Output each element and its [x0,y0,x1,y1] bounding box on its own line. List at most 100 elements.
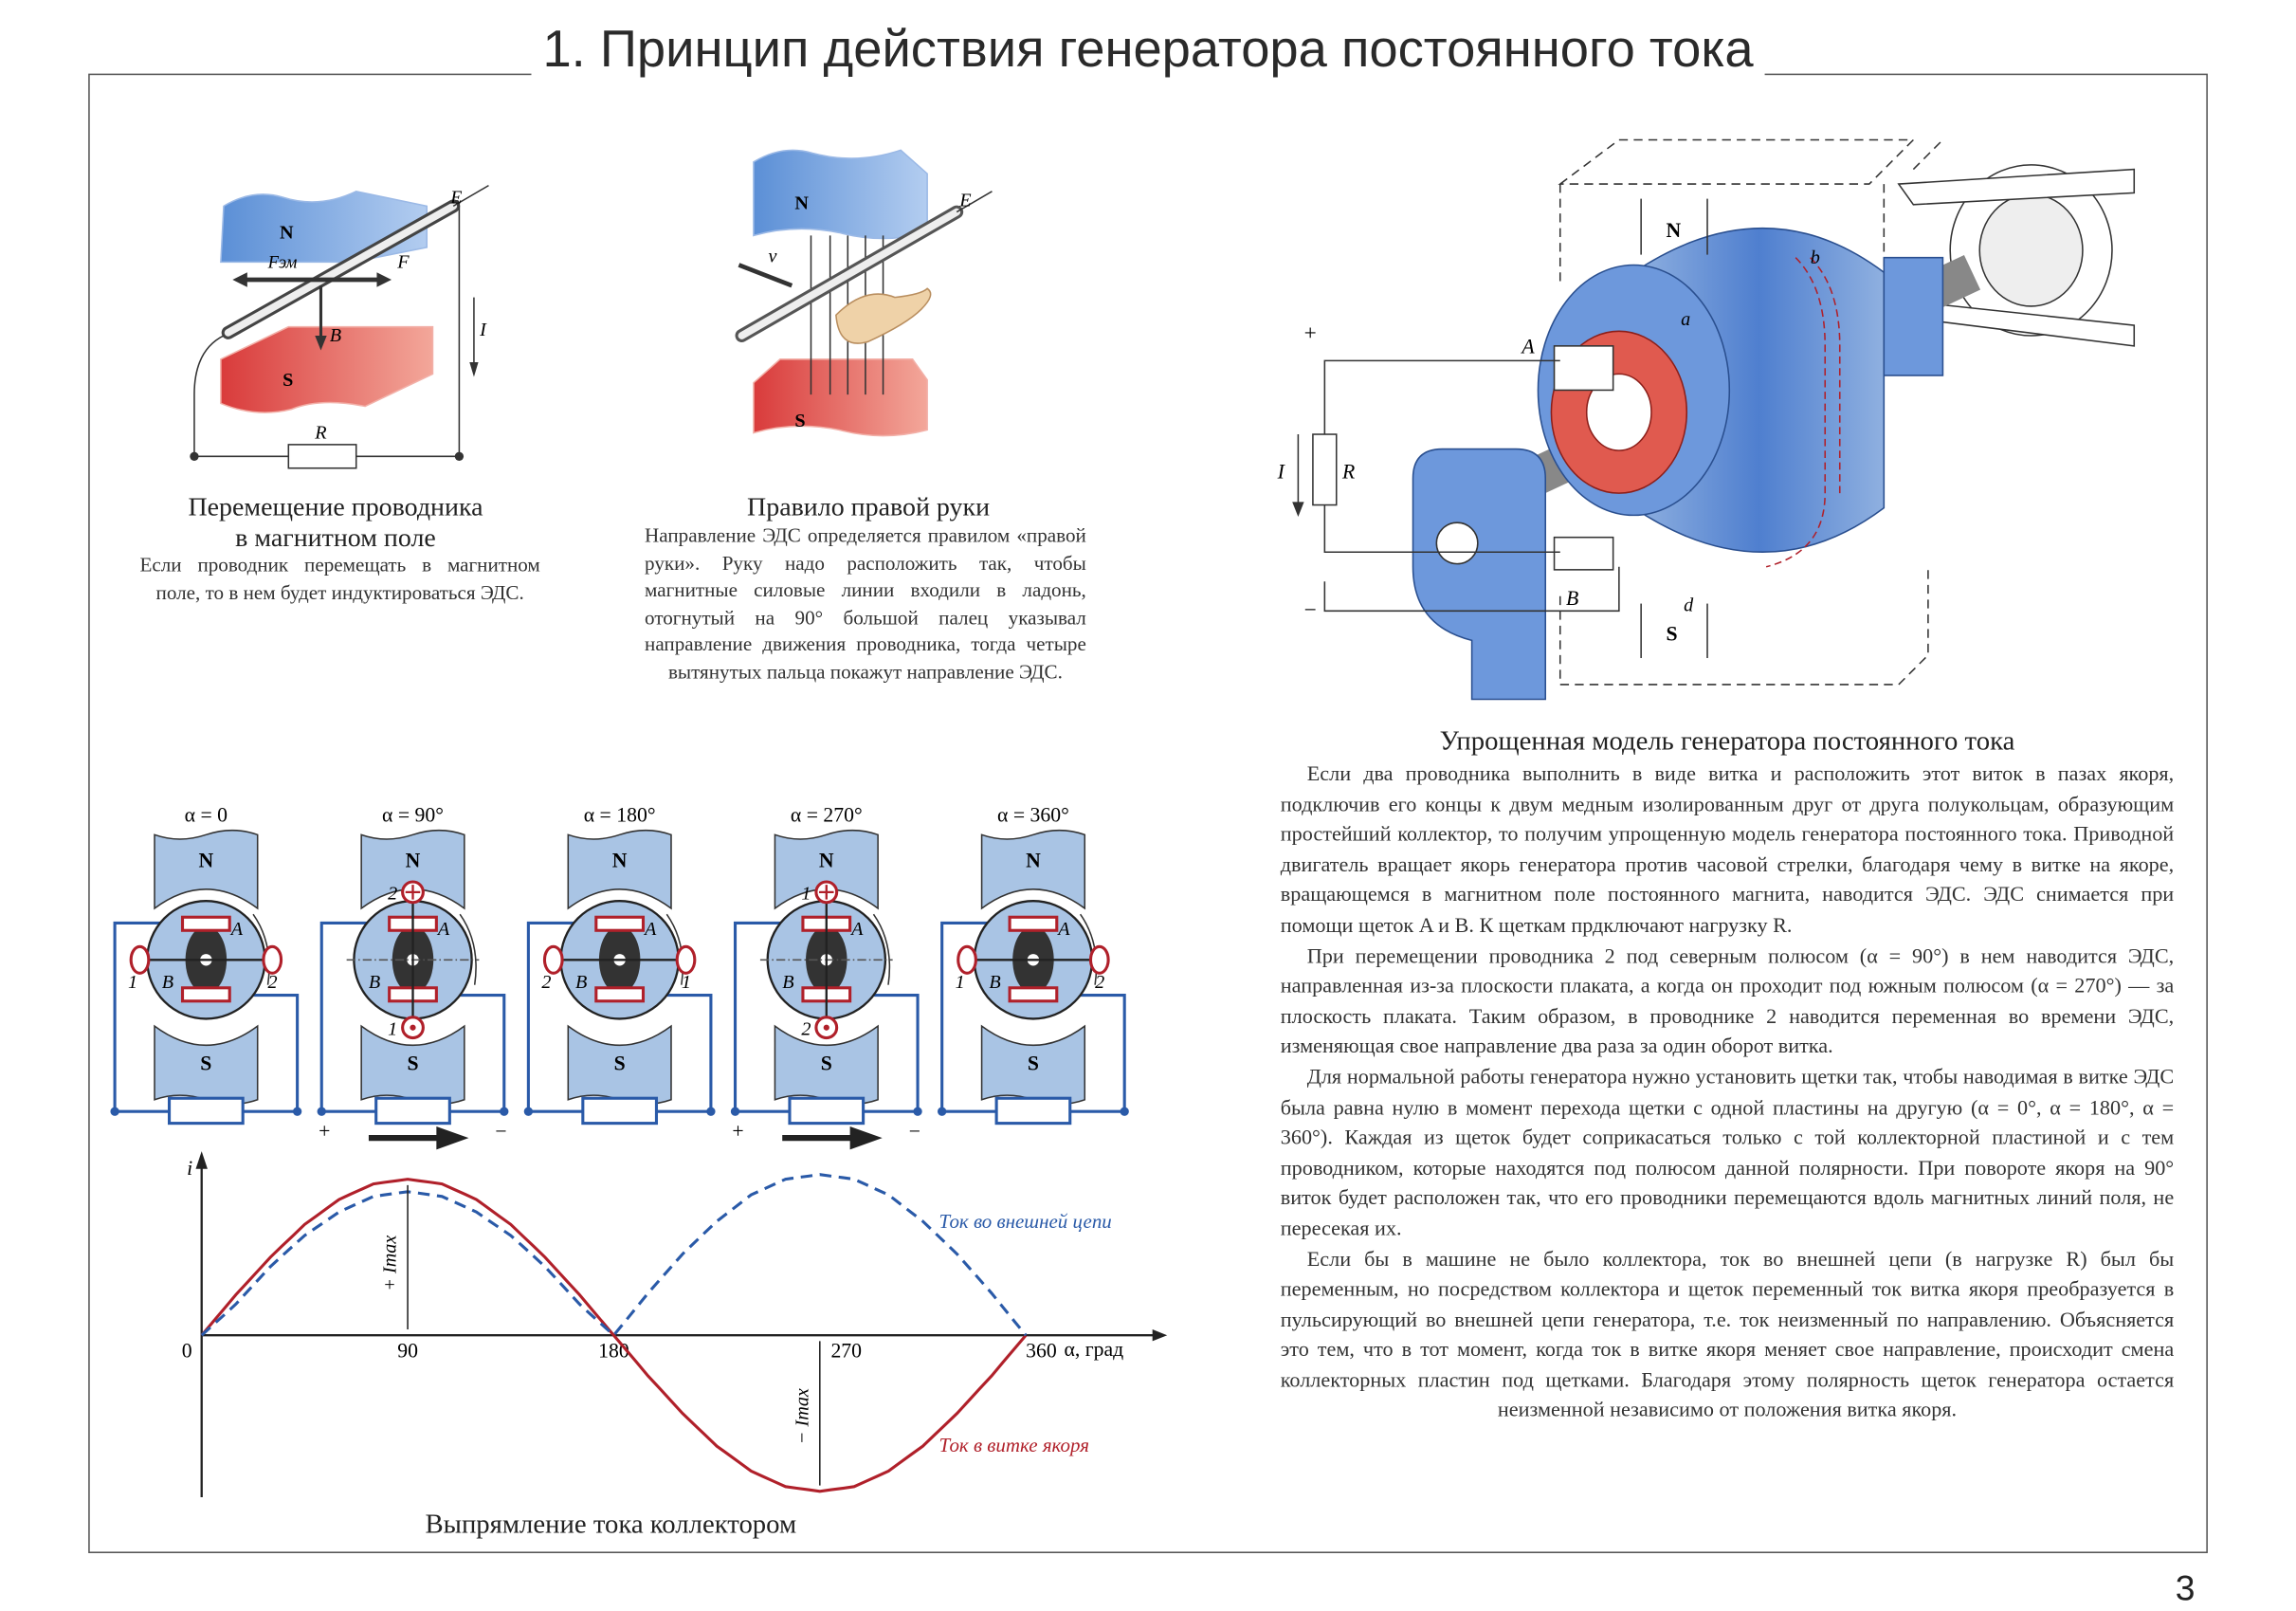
brush-b-label: B [782,972,793,993]
label-brush-b: B [1566,587,1578,610]
brush-b-label: B [162,972,173,993]
label-point-a: a [1681,309,1690,330]
heading-line: Перемещение проводника [188,491,483,522]
series-line-external-current [200,1173,1028,1338]
north-pole [980,829,1086,910]
conductor-bottom-label: 2 [801,1018,811,1039]
generator-description: Если два проводника выполнить в виде вит… [1281,760,2174,1426]
alpha-label: α = 180° [584,803,656,826]
rotation-diagram: α = 360° N S A B 1 2 [938,803,1129,1126]
conductor-top-label: 2 [388,884,397,905]
conductor-left [957,944,977,975]
brush-b-label: B [575,972,587,993]
minus-label: − [495,1120,506,1143]
north-pole [567,829,672,910]
label-force-em: Fэм [267,253,298,273]
north-magnet [753,149,928,240]
minus-imax-label: − Imax [792,1388,812,1444]
heading-line: в магнитном поле [235,522,436,553]
rotation-arrow [872,913,891,985]
brush-a-label: A [229,919,244,940]
plus-label: + [732,1120,743,1143]
conductor-right-label: 1 [682,972,691,993]
generator-heading: Упрощенная модель генератора постоянного… [1439,726,2015,758]
south-pole [360,1024,465,1106]
rotation-arrow [1079,913,1098,985]
load-resistor [167,1096,245,1126]
legend-label: Ток в витке якоря [939,1434,1089,1456]
alpha-label: α = 90° [382,803,444,826]
load-resistor [374,1096,451,1126]
load-resistor [581,1096,659,1126]
cross-mark-icon [405,885,421,900]
conductor-right [262,944,283,975]
conductor-top-label: 1 [801,884,811,905]
resistor [287,444,357,469]
conductor-right-label: 2 [1095,972,1104,993]
paragraph: Если два проводника выполнить в виде вит… [1280,762,2175,938]
north-magnet [220,191,428,264]
label-emf: E [449,187,462,208]
label-force: F [396,252,410,273]
field-arrows [1640,198,1708,659]
north-label: N [406,849,421,871]
terminal [1120,1107,1129,1116]
conductor-left [129,944,151,975]
terminal [706,1107,716,1116]
terminal [913,1107,922,1116]
right-hand-caption-text: Направление ЭДС определяется правилом «п… [645,523,1086,684]
terminal [110,1107,119,1116]
north-label: N [199,849,214,871]
label-emf: E [958,190,971,211]
conductor-left-label: 1 [956,972,965,993]
conductor-right [1088,944,1110,975]
north-pole [154,829,259,910]
dot-mark-icon [410,1024,416,1031]
label-velocity: v [768,246,776,266]
brush-a-label: A [1056,919,1070,940]
right-hand-rule-figure: N S E v [735,149,993,437]
conductor-in-field-figure: N S E F Fэм B I R [190,184,489,469]
hand-icon [835,287,932,344]
label-south: S [794,411,805,431]
south-pole [980,1024,1086,1106]
x-axis-arrow [1152,1328,1168,1342]
south-pole [567,1024,672,1106]
brush-a [1553,345,1614,392]
label-plus: + [1304,321,1317,346]
page-number: 3 [2175,1569,2196,1609]
north-pole [360,829,465,910]
conductor-left-label: 1 [128,972,137,993]
south-label: S [821,1053,832,1075]
south-magnet [753,358,928,437]
rotation-arrow [665,913,684,985]
brush-a-label: A [643,919,657,940]
load-resistor [994,1096,1072,1126]
x-tick-label: 270 [830,1339,862,1362]
page-title: 1. Принцип действия генератора постоянно… [0,20,2296,80]
label-brush-a: A [1520,336,1535,358]
rotation-arrow [252,913,270,985]
x-tick-label: 180 [598,1339,629,1362]
label-point-b: b [1811,247,1820,268]
conductor-left [542,944,564,975]
south-pole [774,1024,879,1106]
conductor-left-label: 2 [541,972,551,993]
alpha-label: α = 360° [997,803,1069,826]
label-south: S [1667,622,1678,645]
brush-a-label: A [849,919,864,940]
label-south: S [282,370,293,391]
brush-a [180,915,231,932]
south-magnet [220,325,434,413]
cross-mark-icon [819,885,834,900]
label-induction: B [330,325,341,346]
paragraph: Для нормальной работы генератора нужно у… [1280,1065,2175,1241]
label-point-d: d [1684,595,1694,615]
terminal [317,1107,326,1116]
conductor-right-label: 2 [268,972,278,993]
paragraph: Если бы в машине не было коллектора, ток… [1280,1247,2175,1423]
x-axis-label: α, град [1065,1338,1124,1361]
y-axis-arrow [195,1151,208,1169]
rotation-diagram: α = 0 N S A B 1 2 [110,803,302,1126]
right-hand-caption-heading: Правило правой руки [747,491,991,522]
